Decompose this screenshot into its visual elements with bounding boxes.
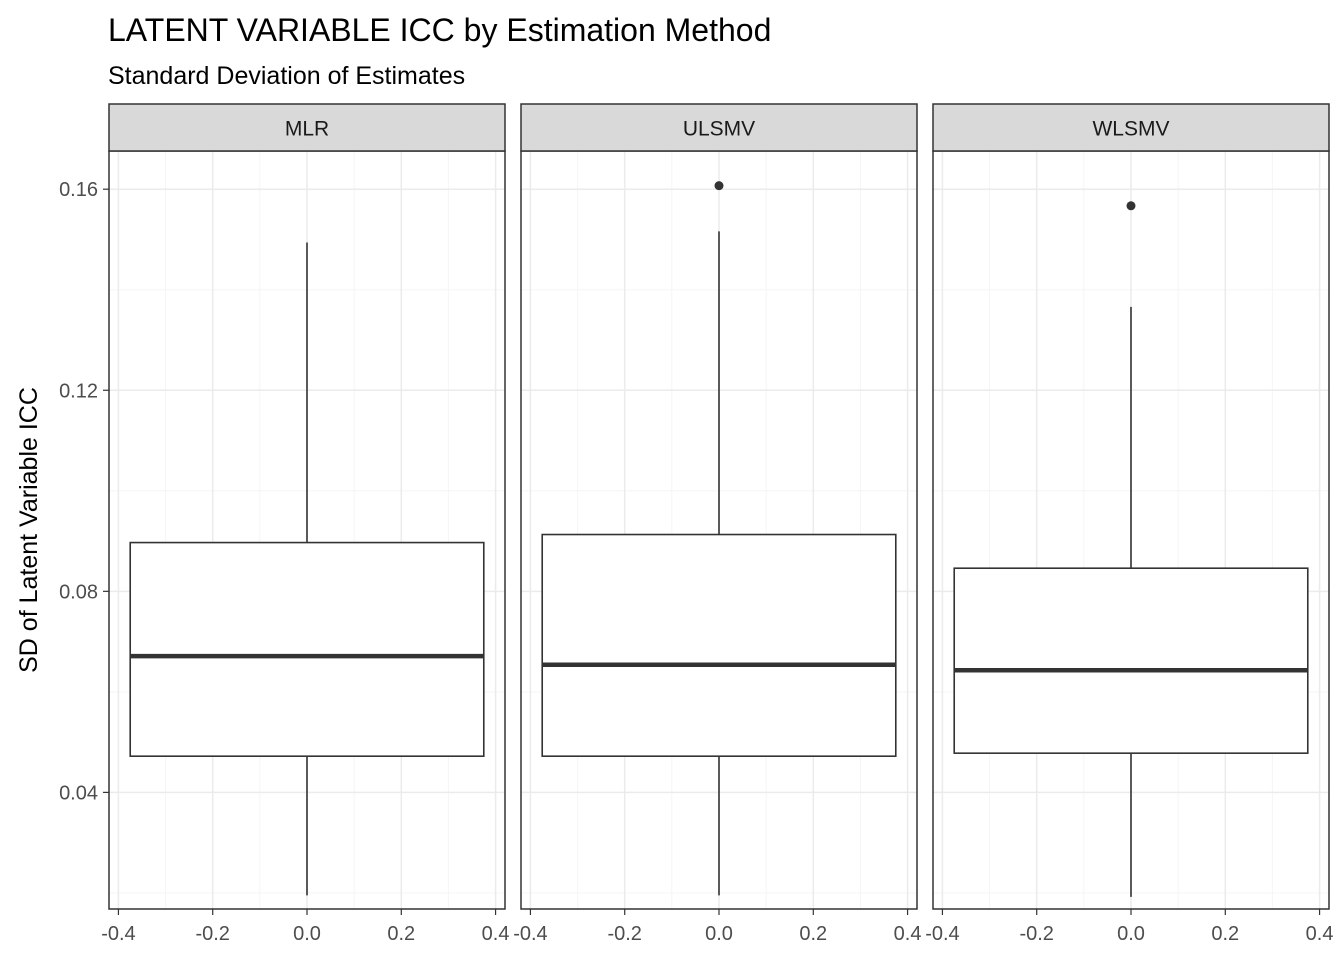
x-tick-label: 0.2 [387,923,415,945]
outlier-point [714,181,724,191]
box-iqr [953,567,1309,754]
x-tick-label: 0.0 [1117,923,1145,945]
facet-label: WLSMV [1092,118,1169,141]
facet-label: ULSMV [683,118,755,141]
facet-panel: WLSMV -0.4 -0.2 0.0 0.2 0.4 [925,103,1334,945]
y-tick-label: 0.08 [59,581,98,603]
facet-panel: MLR -0.4 -0.2 0.0 0.2 0.4 [101,103,510,945]
facet-strip [520,103,918,152]
x-tick-label: -0.2 [1019,923,1053,945]
x-tick-label: -0.2 [607,923,641,945]
facet-panels: MLR -0.4 -0.2 0.0 0.2 0.4 ULSMV -0.4 -0.2 0.0 0.2 0… [101,103,1334,945]
x-tick-label: 0.4 [894,923,922,945]
x-tick-label: 0.4 [482,923,510,945]
x-tick-label: 0.0 [705,923,733,945]
box-iqr [129,541,485,757]
x-tick-label: 0.4 [1306,923,1334,945]
facet-label: MLR [285,118,329,141]
y-tick-label: 0.04 [59,782,98,804]
x-tick-label: -0.4 [925,923,959,945]
chart-title: LATENT VARIABLE ICC by Estimation Method [108,12,771,48]
facet-strip [108,103,506,152]
x-tick-label: 0.0 [293,923,321,945]
y-axis-label: SD of Latent Variable ICC [15,387,43,673]
x-tick-label: 0.2 [799,923,827,945]
box-iqr [541,533,897,757]
y-axis: 0.04 0.08 0.12 0.16 [59,179,109,804]
y-tick-label: 0.12 [59,380,98,402]
x-tick-label: 0.2 [1211,923,1239,945]
x-tick-label: -0.2 [195,923,229,945]
facet-strip [932,103,1330,152]
chart-subtitle: Standard Deviation of Estimates [108,62,465,90]
x-tick-label: -0.4 [101,923,135,945]
x-tick-label: -0.4 [513,923,547,945]
facet-panel: ULSMV -0.4 -0.2 0.0 0.2 0.4 [513,103,922,945]
y-tick-label: 0.16 [59,179,98,201]
outlier-point [1126,201,1136,211]
